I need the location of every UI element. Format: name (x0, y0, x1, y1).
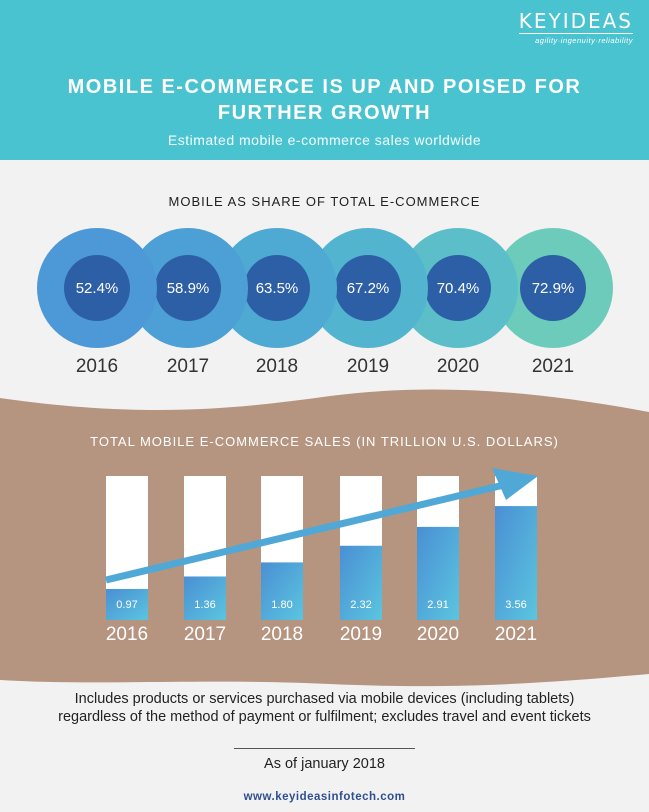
share-circle: 52.4% (37, 228, 157, 348)
sales-chart-title: TOTAL MOBILE E-COMMERCE SALES (IN TRILLI… (90, 434, 559, 449)
divider (234, 748, 415, 749)
sales-year-label: 2016 (105, 624, 149, 645)
sales-year-label: 2017 (183, 624, 227, 645)
logo-name: KEYIDEAS (518, 9, 633, 33)
share-year-label: 2018 (255, 356, 299, 377)
share-value-label: 70.4% (425, 255, 491, 321)
share-chart-title: MOBILE AS SHARE OF TOTAL E-COMMERCE (168, 194, 481, 209)
page-title: MOBILE E-COMMERCE IS UP AND POISED FOR F… (0, 74, 649, 126)
website-link[interactable]: www.keyideasinfotech.com (243, 791, 406, 803)
share-value-label: 58.9% (155, 255, 221, 321)
sales-year-label: 2019 (339, 624, 383, 645)
share-circle: 63.5% (217, 228, 337, 348)
logo[interactable]: KEYIDEAS agility·ingenuity·reliability (518, 9, 633, 45)
share-value-label: 67.2% (335, 255, 401, 321)
header-banner: KEYIDEAS agility·ingenuity·reliability M… (0, 0, 649, 160)
footnote: Includes products or services purchased … (58, 691, 591, 725)
share-year-label: 2016 (75, 356, 119, 377)
title-line-2: FURTHER GROWTH (217, 102, 432, 124)
share-year-label: 2021 (531, 356, 575, 377)
logo-tagline: agility·ingenuity·reliability (518, 33, 633, 45)
sales-year-label: 2020 (416, 624, 460, 645)
share-year-label: 2017 (166, 356, 210, 377)
page-subtitle: Estimated mobile e-commerce sales worldw… (167, 132, 482, 148)
share-value-label: 52.4% (64, 255, 130, 321)
share-year-label: 2019 (346, 356, 390, 377)
share-circle: 72.9% (493, 228, 613, 348)
share-value-label: 72.9% (520, 255, 586, 321)
share-year-label: 2020 (436, 356, 480, 377)
title-line-1: MOBILE E-COMMERCE IS UP AND POISED FOR (67, 76, 582, 98)
share-circle: 58.9% (128, 228, 248, 348)
sales-year-label: 2018 (260, 624, 304, 645)
as-of-date: As of january 2018 (264, 756, 385, 772)
sales-year-label: 2021 (494, 624, 538, 645)
share-value-label: 63.5% (244, 255, 310, 321)
